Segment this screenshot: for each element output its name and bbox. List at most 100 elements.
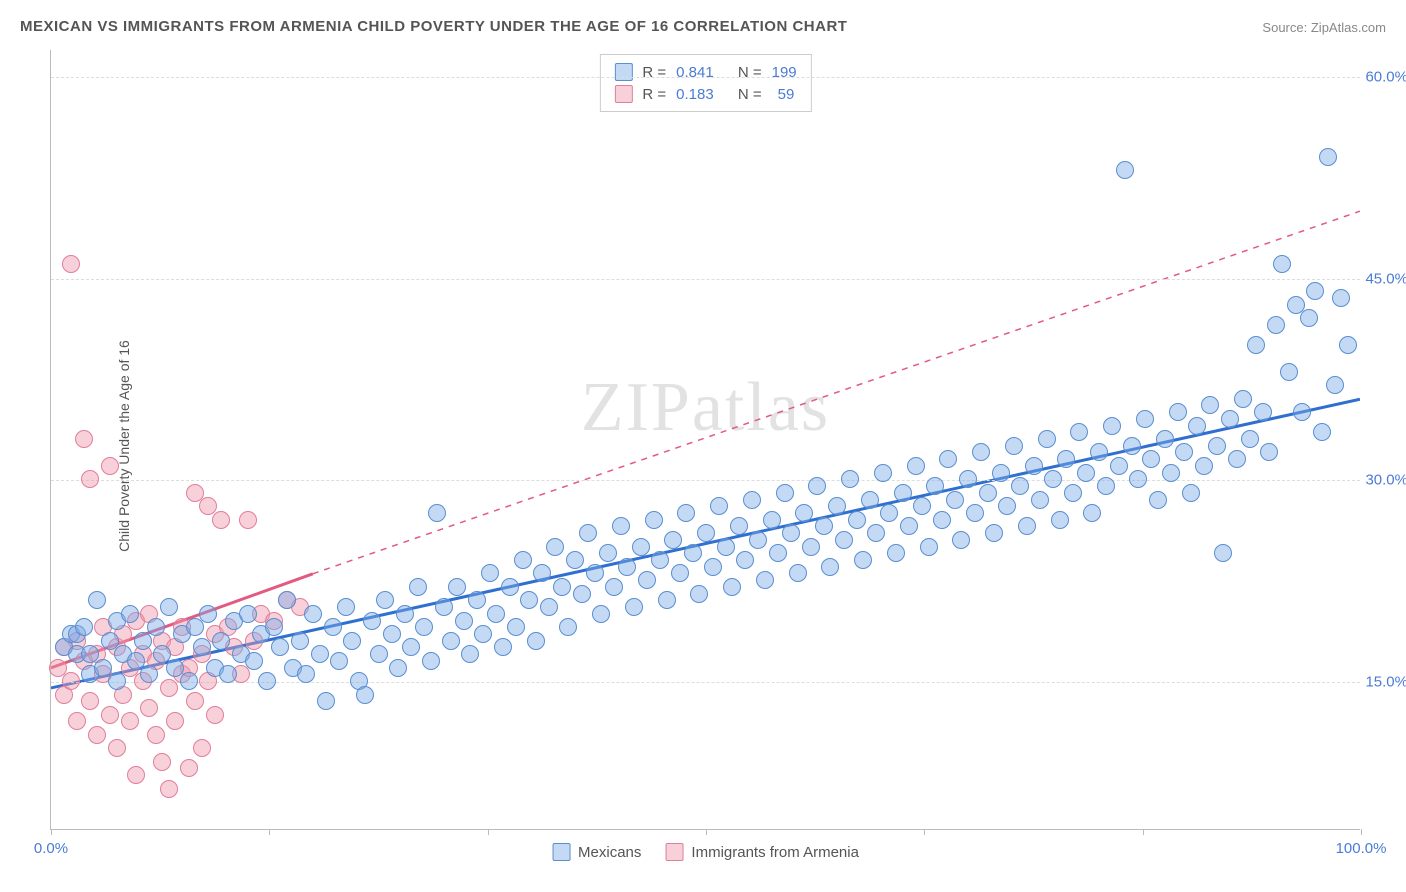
stats-R-label: R = [642,64,666,81]
swatch-pink [614,85,632,103]
data-point [985,524,1003,542]
data-point [1260,443,1278,461]
data-point [81,470,99,488]
data-point [311,645,329,663]
data-point [324,618,342,636]
data-point [1319,148,1337,166]
data-point [677,504,695,522]
stats-row-blue: R = 0.841 N = 199 [614,61,796,83]
data-point [140,665,158,683]
data-point [1123,437,1141,455]
data-point [487,605,505,623]
data-point [265,618,283,636]
data-point [1339,336,1357,354]
data-point [343,632,361,650]
data-point [101,706,119,724]
data-point [108,672,126,690]
data-point [199,605,217,623]
data-point [1326,376,1344,394]
data-point [690,585,708,603]
data-point [1103,417,1121,435]
data-point [147,726,165,744]
data-point [730,517,748,535]
data-point [160,679,178,697]
data-point [880,504,898,522]
data-point [330,652,348,670]
data-point [186,618,204,636]
data-point [62,672,80,690]
data-point [638,571,656,589]
x-tick [488,829,489,835]
data-point [566,551,584,569]
data-point [1156,430,1174,448]
data-point [461,645,479,663]
data-point [612,517,630,535]
data-point [88,726,106,744]
data-point [1300,309,1318,327]
data-point [1208,437,1226,455]
data-point [193,739,211,757]
data-point [946,491,964,509]
x-tick [924,829,925,835]
gridline-h [51,682,1360,683]
data-point [212,511,230,529]
stats-R-blue: 0.841 [676,64,714,81]
data-point [546,538,564,556]
data-point [1083,504,1101,522]
data-point [618,558,636,576]
data-point [933,511,951,529]
data-point [789,564,807,582]
data-point [1267,316,1285,334]
data-point [533,564,551,582]
data-point [1228,450,1246,468]
data-point [337,598,355,616]
data-point [1214,544,1232,562]
data-point [245,652,263,670]
data-point [383,625,401,643]
data-point [193,638,211,656]
swatch-blue [552,843,570,861]
data-point [271,638,289,656]
data-point [867,524,885,542]
data-point [363,612,381,630]
data-point [507,618,525,636]
data-point [605,578,623,596]
data-point [1175,443,1193,461]
data-point [979,484,997,502]
data-point [396,605,414,623]
data-point [553,578,571,596]
stats-N-label: N = [738,64,762,81]
data-point [219,665,237,683]
data-point [1241,430,1259,448]
data-point [776,484,794,502]
data-point [81,692,99,710]
data-point [206,706,224,724]
data-point [913,497,931,515]
data-point [455,612,473,630]
data-point [75,618,93,636]
data-point [448,578,466,596]
data-point [1025,457,1043,475]
data-point [101,457,119,475]
data-point [723,578,741,596]
x-tick [269,829,270,835]
data-point [1201,396,1219,414]
y-tick-label: 45.0% [1365,270,1406,287]
data-point [972,443,990,461]
data-point [442,632,460,650]
data-point [1116,161,1134,179]
data-point [212,632,230,650]
gridline-h [51,480,1360,481]
data-point [1011,477,1029,495]
data-point [645,511,663,529]
data-point [1293,403,1311,421]
data-point [147,618,165,636]
data-point [435,598,453,616]
plot-area: ZIPatlas R = 0.841 N = 199 R = 0.183 N =… [50,50,1360,830]
data-point [356,686,374,704]
data-point [520,591,538,609]
data-point [966,504,984,522]
data-point [1077,464,1095,482]
data-point [297,665,315,683]
data-point [684,544,702,562]
